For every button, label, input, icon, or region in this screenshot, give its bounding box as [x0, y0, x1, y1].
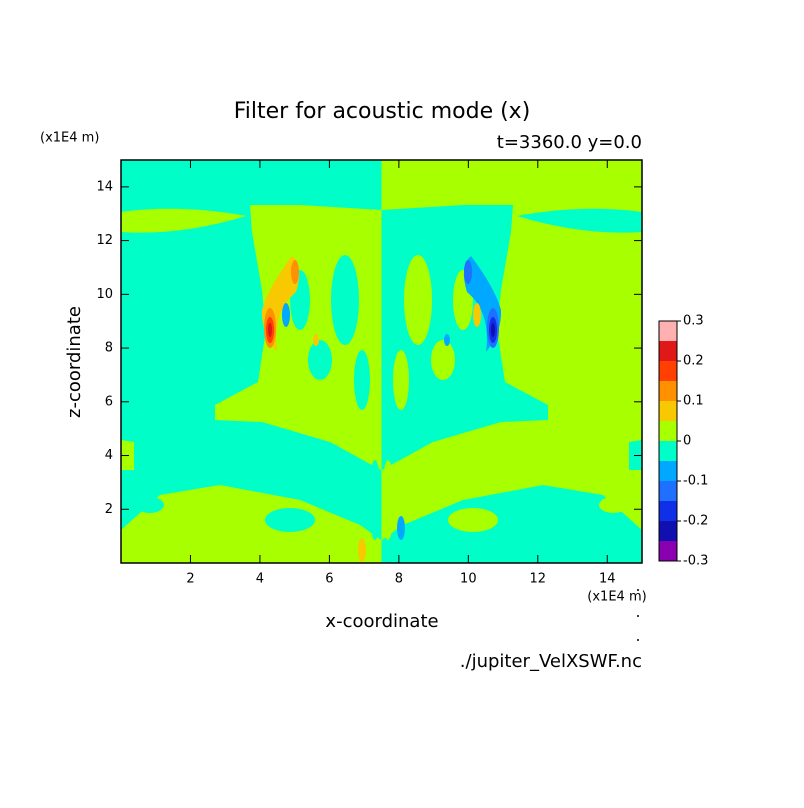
colorbar-box [659, 341, 677, 361]
dot [637, 615, 639, 617]
filled-region [629, 440, 642, 470]
filled-region [517, 208, 642, 233]
y-tick-label: 14 [96, 179, 113, 194]
y-axis-label: z-coordinate [64, 306, 85, 418]
plot-frame [120, 159, 643, 564]
filled-region [268, 323, 272, 337]
source-label: ./jupiter_VelXSWF.nc [460, 651, 642, 672]
colorbar-box [659, 521, 677, 541]
y-unit: (x1E4 m) [40, 131, 99, 146]
filled-region [325, 445, 345, 495]
colorbar-tick-label: 0.3 [683, 314, 704, 329]
colorbar-box [659, 401, 677, 421]
filled-region [358, 538, 366, 562]
colorbar-tick-label: 0 [683, 434, 691, 449]
colorbar-tick-label: -0.2 [683, 514, 708, 529]
y-tick-label: 8 [105, 341, 113, 356]
filled-region [418, 445, 438, 495]
filled-region [404, 255, 432, 345]
filled-region [121, 440, 134, 470]
filled-region [136, 497, 164, 513]
filled-region [397, 516, 405, 540]
filled-region [393, 350, 409, 410]
colorbar-tick-label: -0.1 [683, 474, 708, 489]
colorbar-box [659, 541, 677, 561]
x-axis-label: x-coordinate [325, 611, 438, 632]
x-tick-label: 10 [460, 572, 477, 587]
colorbar-box [659, 421, 677, 441]
filled-region [448, 508, 498, 532]
x-tick-label: 4 [256, 572, 264, 587]
filled-region [473, 303, 481, 327]
y-tick-label: 2 [105, 502, 113, 517]
filled-region [308, 340, 332, 380]
chart-title: Filter for acoustic mode (x) [234, 99, 531, 124]
filled-region [369, 460, 381, 540]
colorbar-box [659, 461, 677, 481]
filled-region [121, 208, 246, 233]
colorbar-box [659, 501, 677, 521]
contour-field [121, 160, 642, 563]
x-tick-label: 2 [186, 572, 194, 587]
colorbar-box [659, 441, 677, 461]
x-tick-label: 8 [395, 572, 403, 587]
colorbar-tick-label: -0.3 [683, 554, 708, 569]
colorbar-tick-label: 0.1 [683, 394, 704, 409]
filled-region [282, 303, 290, 327]
y-tick-label: 6 [105, 394, 113, 409]
colorbar-tick-label: 0.2 [683, 354, 704, 369]
x-tick-label: 12 [530, 572, 547, 587]
filled-region [354, 350, 370, 410]
filled-region [291, 260, 299, 284]
filled-region [491, 323, 495, 337]
colorbar-box [659, 381, 677, 401]
filled-region [331, 255, 359, 345]
dot [637, 589, 639, 591]
filled-region [121, 485, 381, 563]
colorbar-box [659, 481, 677, 501]
filled-region [265, 508, 315, 532]
dot [637, 639, 639, 641]
filled-region [313, 334, 319, 346]
x-tick-label: 14 [599, 572, 616, 587]
filled-region [444, 334, 450, 346]
filled-region [431, 340, 455, 380]
filled-region [382, 460, 394, 540]
y-tick-label: 10 [96, 287, 113, 302]
filled-region [599, 497, 627, 513]
chart-subtitle: t=3360.0 y=0.0 [497, 132, 642, 153]
filled-region [382, 485, 642, 563]
y-tick-label: 12 [96, 233, 113, 248]
y-tick-label: 4 [105, 448, 113, 463]
x-tick-label: 6 [325, 572, 333, 587]
filled-region [464, 260, 472, 284]
colorbar-box [659, 321, 677, 341]
colorbar-box [659, 361, 677, 381]
x-unit: (x1E4 m) [587, 590, 646, 605]
